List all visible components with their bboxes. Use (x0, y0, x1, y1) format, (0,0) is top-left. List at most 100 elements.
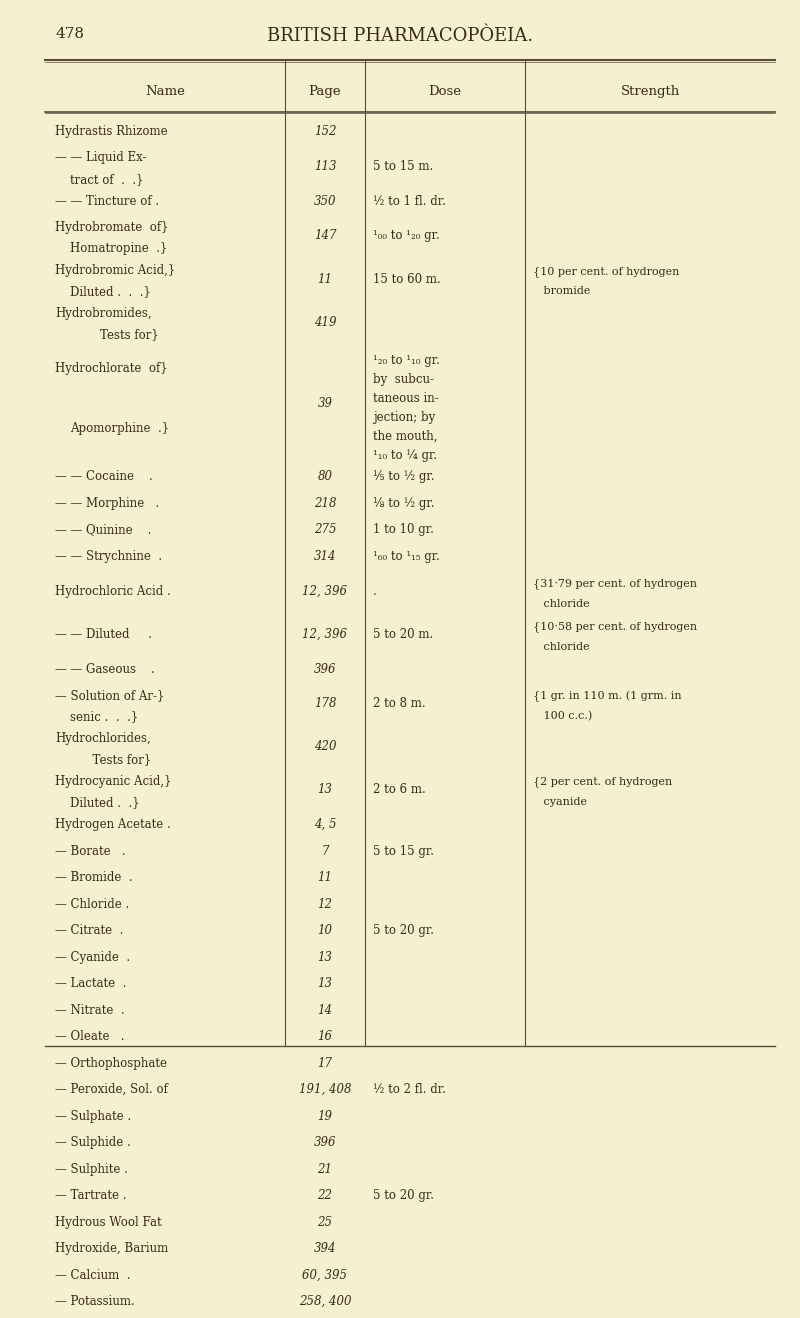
Text: 19: 19 (318, 1110, 333, 1123)
Text: 17: 17 (318, 1057, 333, 1070)
Text: taneous in-: taneous in- (373, 391, 438, 405)
Text: 5 to 20 gr.: 5 to 20 gr. (373, 1189, 434, 1202)
Text: Hydroxide, Barium: Hydroxide, Barium (55, 1242, 168, 1255)
Text: 21: 21 (318, 1162, 333, 1176)
Text: senic .  .  .}: senic . . .} (70, 710, 138, 724)
Text: 12, 396: 12, 396 (302, 585, 347, 597)
Text: 5 to 20 gr.: 5 to 20 gr. (373, 924, 434, 937)
Text: 147: 147 (314, 229, 336, 243)
Text: — — Morphine   .: — — Morphine . (55, 497, 159, 510)
Text: {10·58 per cent. of hydrogen: {10·58 per cent. of hydrogen (533, 621, 697, 631)
Text: — — Strychnine  .: — — Strychnine . (55, 550, 162, 563)
Text: — Borate   .: — Borate . (55, 845, 126, 858)
Text: 7: 7 (322, 845, 329, 858)
Text: — Citrate  .: — Citrate . (55, 924, 123, 937)
Text: 11: 11 (318, 871, 333, 884)
Text: bromide: bromide (533, 286, 590, 297)
Text: — Lactate  .: — Lactate . (55, 977, 126, 990)
Text: Hydrous Wool Fat: Hydrous Wool Fat (55, 1215, 162, 1228)
Text: 39: 39 (318, 397, 333, 410)
Text: — Oleate   .: — Oleate . (55, 1031, 125, 1043)
Text: — Orthophosphate: — Orthophosphate (55, 1057, 167, 1070)
Text: ⅕ to ½ gr.: ⅕ to ½ gr. (373, 471, 434, 484)
Text: 13: 13 (318, 783, 333, 796)
Text: tract of  .  .}: tract of . .} (70, 173, 143, 186)
Text: 5 to 15 gr.: 5 to 15 gr. (373, 845, 434, 858)
Text: 12, 396: 12, 396 (302, 627, 347, 641)
Text: {1 gr. in 110 m. (1 grm. in: {1 gr. in 110 m. (1 grm. in (533, 691, 682, 702)
Text: BRITISH PHARMACOPÒEIA.: BRITISH PHARMACOPÒEIA. (267, 28, 533, 45)
Text: ½ to 1 fl. dr.: ½ to 1 fl. dr. (373, 195, 446, 208)
Text: ¹₁₀ to ¼ gr.: ¹₁₀ to ¼ gr. (373, 448, 437, 461)
Text: 22: 22 (318, 1189, 333, 1202)
Text: — Solution of Ar-}: — Solution of Ar-} (55, 689, 164, 701)
Text: Hydrogen Acetate .: Hydrogen Acetate . (55, 818, 170, 832)
Text: 60, 395: 60, 395 (302, 1269, 347, 1281)
Text: cyanide: cyanide (533, 797, 587, 808)
Text: — Nitrate  .: — Nitrate . (55, 1003, 125, 1016)
Text: — Bromide  .: — Bromide . (55, 871, 133, 884)
Text: 191, 408: 191, 408 (298, 1083, 351, 1097)
Text: — Tartrate .: — Tartrate . (55, 1189, 126, 1202)
Text: 100 c.c.): 100 c.c.) (533, 712, 592, 721)
Text: — Sulphite .: — Sulphite . (55, 1162, 128, 1176)
Text: ¹₆₀ to ¹₁₅ gr.: ¹₆₀ to ¹₁₅ gr. (373, 550, 440, 563)
Text: 314: 314 (314, 550, 336, 563)
Text: 396: 396 (314, 1136, 336, 1149)
Text: 25: 25 (318, 1215, 333, 1228)
Text: 152: 152 (314, 125, 336, 138)
Text: 2 to 6 m.: 2 to 6 m. (373, 783, 426, 796)
Text: 478: 478 (55, 28, 84, 41)
Text: 13: 13 (318, 977, 333, 990)
Text: Diluted .  .  .}: Diluted . . .} (70, 286, 151, 298)
Text: 2 to 8 m.: 2 to 8 m. (373, 697, 426, 710)
Text: Hydrobromic Acid,}: Hydrobromic Acid,} (55, 264, 175, 277)
Text: Hydrochloric Acid .: Hydrochloric Acid . (55, 585, 170, 597)
Text: Hydrobromides,: Hydrobromides, (55, 307, 152, 320)
Text: ¹₂₀ to ¹₁₀ gr.: ¹₂₀ to ¹₁₀ gr. (373, 353, 440, 366)
Text: jection; by: jection; by (373, 411, 435, 423)
Text: 15 to 60 m.: 15 to 60 m. (373, 273, 441, 286)
Text: 14: 14 (318, 1003, 333, 1016)
Text: {31·79 per cent. of hydrogen: {31·79 per cent. of hydrogen (533, 577, 697, 589)
Text: 258, 400: 258, 400 (298, 1296, 351, 1307)
Text: 12: 12 (318, 898, 333, 911)
Text: — Sulphate .: — Sulphate . (55, 1110, 131, 1123)
Text: Hydrochlorides,: Hydrochlorides, (55, 731, 150, 745)
Text: Hydrocyanic Acid,}: Hydrocyanic Acid,} (55, 775, 171, 788)
Text: — — Liquid Ex-: — — Liquid Ex- (55, 152, 146, 165)
Text: — Sulphide .: — Sulphide . (55, 1136, 130, 1149)
Text: Page: Page (309, 86, 342, 99)
Text: 5 to 15 m.: 5 to 15 m. (373, 159, 434, 173)
Text: — — Tincture of .: — — Tincture of . (55, 195, 159, 208)
Text: 419: 419 (314, 315, 336, 328)
Text: 275: 275 (314, 523, 336, 536)
Text: 5 to 20 m.: 5 to 20 m. (373, 627, 434, 641)
Text: — — Gaseous    .: — — Gaseous . (55, 663, 154, 676)
Text: Dose: Dose (429, 86, 462, 99)
Text: the mouth,: the mouth, (373, 430, 438, 443)
Text: 4, 5: 4, 5 (314, 818, 336, 832)
Text: Strength: Strength (620, 86, 680, 99)
Text: 16: 16 (318, 1031, 333, 1043)
Text: {2 per cent. of hydrogen: {2 per cent. of hydrogen (533, 776, 672, 787)
Text: 396: 396 (314, 663, 336, 676)
Text: 10: 10 (318, 924, 333, 937)
Text: 1 to 10 gr.: 1 to 10 gr. (373, 523, 434, 536)
Text: 178: 178 (314, 697, 336, 710)
Text: — Calcium  .: — Calcium . (55, 1269, 130, 1281)
Text: — Cyanide  .: — Cyanide . (55, 950, 130, 963)
Text: Hydrochlorate  of}: Hydrochlorate of} (55, 361, 168, 374)
Text: ¹₀₀ to ¹₂₀ gr.: ¹₀₀ to ¹₂₀ gr. (373, 229, 440, 243)
Text: — Potassium.: — Potassium. (55, 1296, 134, 1307)
Text: 11: 11 (318, 273, 333, 286)
Text: Tests for}: Tests for} (70, 328, 158, 341)
Text: Diluted .  .}: Diluted . .} (70, 796, 140, 809)
Text: — Peroxide, Sol. of: — Peroxide, Sol. of (55, 1083, 168, 1097)
Text: 80: 80 (318, 471, 333, 484)
Text: — — Diluted     .: — — Diluted . (55, 627, 152, 641)
Text: — — Cocaine    .: — — Cocaine . (55, 471, 153, 484)
Text: Name: Name (145, 86, 185, 99)
Text: Tests for}: Tests for} (70, 754, 151, 766)
Text: 394: 394 (314, 1242, 336, 1255)
